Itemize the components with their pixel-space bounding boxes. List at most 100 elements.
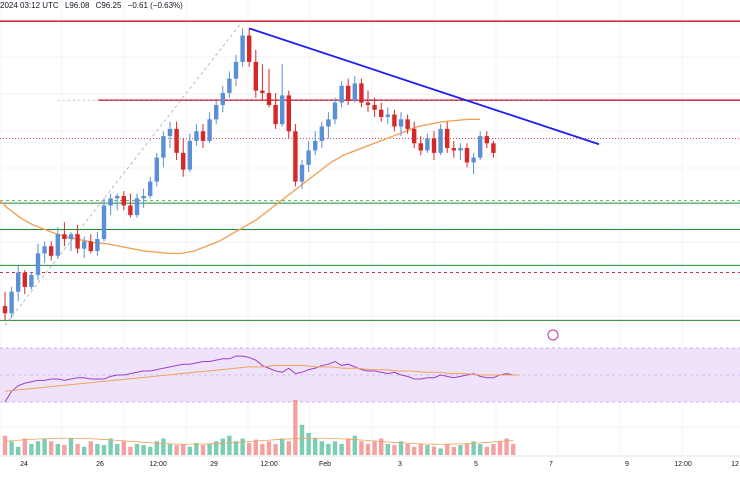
x-tick-label: 12:00 (674, 461, 692, 468)
volume-bar (398, 441, 404, 455)
x-tick-label: 5 (474, 461, 478, 468)
volume-bar (352, 435, 357, 455)
candle-body (346, 85, 351, 101)
volume-bar (293, 400, 298, 455)
candle-body (247, 35, 252, 62)
candle-body (464, 148, 470, 163)
volume-bar (167, 444, 173, 455)
header-date: 2024 03:12 UTC (0, 1, 59, 10)
price-header: 2024 03:12 UTC L96.08 C96.25 −0.61 (−0.6… (0, 0, 187, 12)
volume-bar (128, 446, 133, 455)
candle-body (352, 83, 357, 101)
volume-bar (405, 444, 410, 455)
volume-bar (88, 441, 93, 455)
header-close: C96.25 (95, 1, 122, 10)
volume-bar (108, 438, 113, 455)
trendline (248, 27, 600, 146)
volume-bar (306, 433, 311, 455)
volume-bar (194, 442, 199, 455)
candle-body (9, 291, 14, 314)
candle-body (207, 119, 212, 141)
candle-body (121, 195, 126, 206)
candle-body (273, 104, 278, 125)
volume-bar (141, 445, 146, 455)
candle-body (167, 128, 173, 137)
x-tick-label: 26 (96, 461, 104, 468)
candle-body (359, 83, 364, 103)
candle-body (134, 198, 140, 216)
volume-bar (220, 438, 225, 455)
volume-bar (266, 441, 272, 455)
volume-bar (425, 445, 430, 455)
candle-body (253, 61, 258, 91)
volume-bar (445, 444, 450, 455)
candle-body (75, 234, 80, 249)
candle-body (227, 78, 232, 93)
volume-bar (464, 444, 470, 455)
volume-bar (174, 445, 179, 455)
volume-bar (365, 444, 371, 455)
volume-bar (35, 441, 41, 455)
volume-bar (115, 444, 120, 455)
volume-bar (491, 444, 496, 455)
candle-body (187, 140, 192, 170)
volume-bar (207, 444, 212, 455)
candle-body (22, 272, 27, 287)
volume-bar (438, 448, 443, 455)
candle-body (35, 253, 41, 275)
volume-bar (233, 441, 239, 455)
header-low: L96.08 (64, 1, 90, 10)
x-tick-label: 7 (549, 461, 553, 468)
volume-bar (319, 441, 324, 455)
candle-body (128, 205, 133, 216)
candle-body (306, 150, 311, 165)
volume-bar (55, 444, 60, 455)
candle-body (148, 181, 153, 196)
candle-body (418, 143, 423, 151)
volume-bar (22, 438, 27, 455)
volume-bar (148, 446, 153, 455)
volume-bar (95, 444, 100, 455)
candle-body (365, 102, 371, 105)
candle-body (200, 131, 206, 141)
candle-body (101, 205, 107, 240)
candle-body (478, 136, 483, 158)
candle-body (319, 126, 324, 141)
volume-bar (240, 438, 245, 455)
volume-bar (385, 444, 390, 455)
volume-bar (121, 441, 126, 455)
volume-bar (412, 446, 417, 455)
candle-body (174, 128, 179, 153)
volume-bar (82, 446, 87, 455)
volume-bar (2, 435, 8, 455)
header-change: −0.61 (−0.63%) (127, 1, 183, 10)
volume-bar (313, 438, 318, 455)
volume-bar (511, 444, 516, 455)
candle-body (332, 102, 338, 120)
x-tick-label: 12:00 (260, 461, 278, 468)
x-tick-label: 24 (20, 461, 28, 468)
volume-bar (134, 444, 140, 455)
volume-bar (42, 438, 47, 455)
volume-bar (247, 442, 252, 455)
candle-body (141, 195, 146, 199)
volume-bar (372, 441, 377, 455)
candle-body (445, 128, 450, 149)
candle-body (372, 104, 377, 110)
volume-bar (9, 441, 14, 455)
volume-bar (227, 435, 232, 455)
volume-bar (379, 438, 384, 455)
x-tick-label: 29 (210, 461, 218, 468)
x-tick-label: 3 (398, 461, 402, 468)
candle-body (82, 241, 87, 249)
x-tick-label: 12:00 (149, 461, 167, 468)
candle-body (181, 152, 186, 170)
candle-body (194, 131, 199, 141)
candle-body (484, 136, 489, 144)
volume-bar (161, 438, 166, 455)
volume-bar (29, 444, 34, 455)
candle-body (405, 119, 410, 129)
moving-average-line (0, 118, 481, 255)
candle-body (326, 119, 331, 127)
